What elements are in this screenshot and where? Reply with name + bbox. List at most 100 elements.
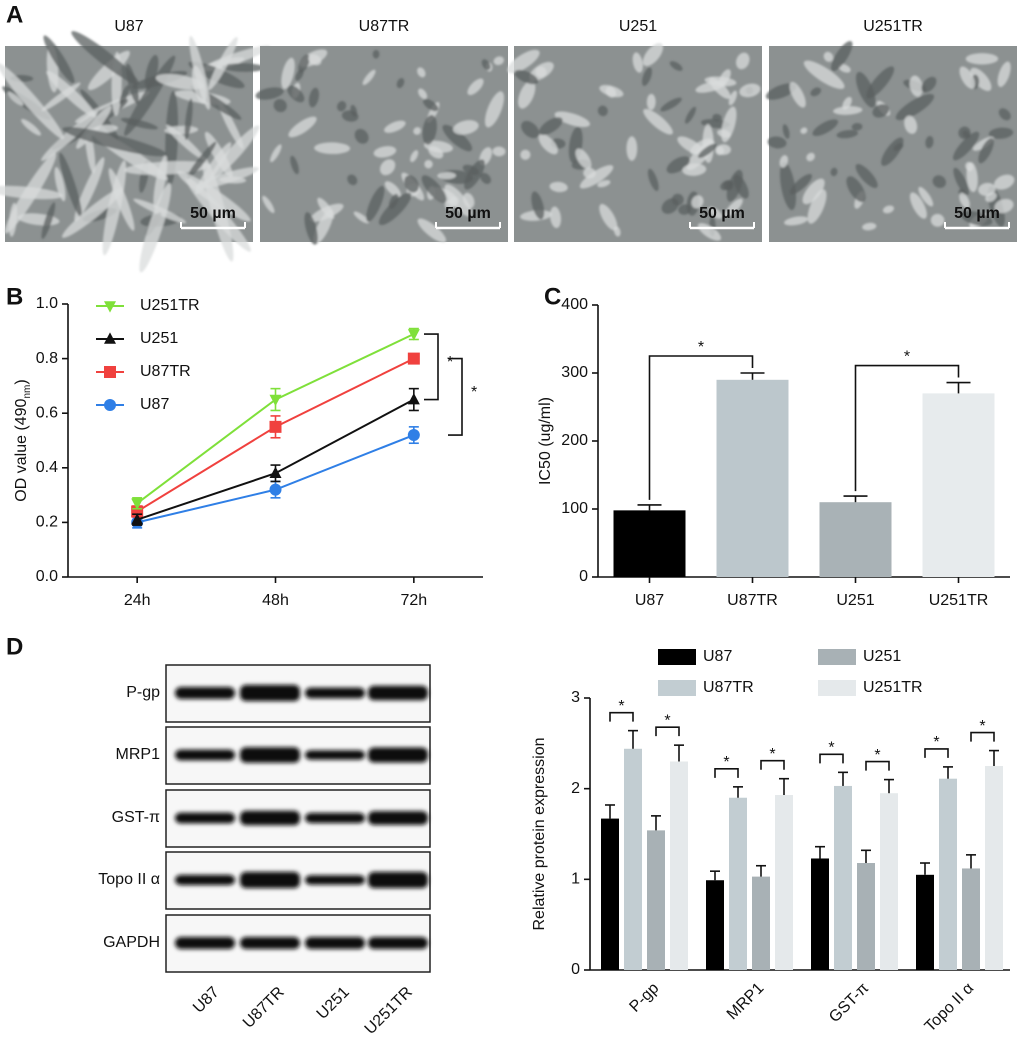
- blot-band: [368, 937, 428, 949]
- significance-bracket: [648, 355, 754, 500]
- cell: [337, 101, 347, 112]
- significance-mark: *: [664, 712, 670, 729]
- legend-label: U87: [140, 396, 169, 413]
- cell: [538, 134, 558, 155]
- cell: [41, 111, 98, 161]
- cell: [314, 142, 351, 155]
- cell: [851, 122, 863, 131]
- x-tick-label: GST-π: [826, 980, 872, 1026]
- cell: [531, 191, 545, 220]
- significance-mark: *: [698, 339, 704, 356]
- y-tick-label: 3: [571, 689, 580, 706]
- cell: [202, 156, 234, 262]
- bar: [613, 510, 686, 577]
- cell: [723, 180, 734, 191]
- cell: [930, 213, 945, 227]
- significance-bracket: [819, 753, 844, 764]
- cell: [739, 83, 761, 98]
- cell: [54, 166, 66, 202]
- y-axis-label-subscript: nm: [22, 385, 33, 399]
- cell: [789, 81, 806, 108]
- legend-swatch: [658, 680, 696, 696]
- legend-label: U87: [703, 648, 732, 665]
- cell: [281, 57, 295, 90]
- blot-band: [368, 747, 428, 763]
- blot-row-label: GAPDH: [103, 934, 160, 951]
- legend-label: U251TR: [863, 679, 923, 696]
- cell: [186, 141, 217, 180]
- cell: [21, 118, 41, 136]
- cells: [255, 49, 506, 245]
- cell: [4, 152, 57, 234]
- cell: [287, 85, 305, 103]
- micrograph: 50 µm: [0, 31, 271, 273]
- panel-letter: C: [544, 283, 561, 310]
- cell: [855, 71, 876, 108]
- cell: [74, 157, 105, 222]
- marker: [131, 498, 144, 510]
- scale-bar-label: 50 µm: [699, 205, 745, 222]
- legend-label: U87TR: [140, 363, 191, 380]
- x-tick-label: P-gp: [626, 980, 662, 1016]
- cell: [666, 156, 690, 174]
- cell: [62, 187, 124, 238]
- cell: [493, 56, 505, 66]
- cell: [960, 210, 993, 226]
- micrograph: 50 µm: [507, 43, 762, 242]
- significance-mark: *: [447, 354, 453, 371]
- cell: [646, 93, 656, 111]
- significance-bracket: [424, 333, 439, 401]
- cell: [836, 130, 859, 139]
- micrograph: 50 µm: [255, 46, 508, 245]
- cell: [463, 192, 475, 209]
- marker: [269, 420, 282, 433]
- cell: [380, 159, 396, 176]
- marker: [407, 329, 420, 341]
- cell: [413, 127, 421, 135]
- blot-band: [368, 685, 428, 701]
- cell: [59, 152, 82, 218]
- error-bar: [861, 849, 871, 864]
- cell: [803, 60, 845, 89]
- cell: [354, 128, 369, 144]
- cell: [782, 124, 790, 139]
- cell: [507, 49, 540, 74]
- bar: [857, 863, 875, 970]
- bar: [834, 785, 852, 970]
- cell: [779, 161, 797, 211]
- bar: [819, 502, 892, 577]
- cell: [728, 90, 738, 106]
- blot-band: [175, 687, 235, 699]
- cell: [958, 126, 971, 140]
- significance-mark: *: [471, 384, 477, 401]
- cell: [209, 125, 260, 180]
- cell: [855, 164, 878, 189]
- cell: [784, 216, 808, 226]
- blot-band: [305, 812, 365, 824]
- blot-lane-label: U251TR: [362, 984, 416, 1038]
- bar: [729, 797, 747, 970]
- cell: [959, 192, 970, 209]
- cell: [518, 80, 536, 109]
- cell: [978, 138, 994, 164]
- y-axis-label-text: ): [13, 379, 30, 384]
- cell: [153, 155, 168, 209]
- cell: [965, 161, 974, 172]
- y-tick-label: 0: [579, 568, 588, 585]
- significance-mark: *: [828, 740, 834, 757]
- cell: [529, 61, 554, 81]
- error-bar: [628, 729, 638, 749]
- cell: [597, 180, 611, 188]
- error-bar: [740, 372, 765, 380]
- y-tick-label: 0.8: [36, 350, 58, 367]
- cell: [372, 49, 380, 59]
- cell: [895, 93, 935, 121]
- cell: [218, 102, 244, 149]
- cell: [632, 52, 643, 73]
- y-axis-label: OD value (490nm): [13, 379, 32, 501]
- significance-bracket: [924, 748, 949, 758]
- cell: [467, 78, 484, 96]
- cell: [423, 140, 453, 153]
- significance-bracket: [448, 357, 463, 436]
- cell: [273, 98, 287, 113]
